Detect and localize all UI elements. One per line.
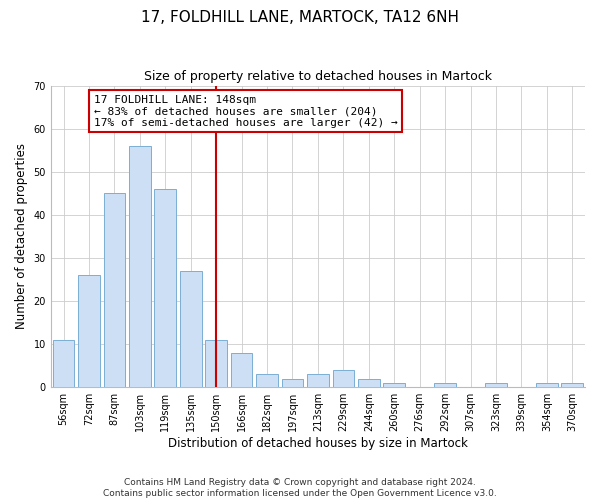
Bar	[104, 194, 125, 387]
Bar	[281, 378, 303, 387]
Text: Contains HM Land Registry data © Crown copyright and database right 2024.
Contai: Contains HM Land Registry data © Crown c…	[103, 478, 497, 498]
Bar	[256, 374, 278, 387]
Bar	[383, 383, 405, 387]
X-axis label: Distribution of detached houses by size in Martock: Distribution of detached houses by size …	[168, 437, 468, 450]
Text: 17 FOLDHILL LANE: 148sqm
← 83% of detached houses are smaller (204)
17% of semi-: 17 FOLDHILL LANE: 148sqm ← 83% of detach…	[94, 94, 397, 128]
Bar	[180, 271, 202, 387]
Bar	[434, 383, 456, 387]
Y-axis label: Number of detached properties: Number of detached properties	[15, 144, 28, 330]
Bar	[307, 374, 329, 387]
Title: Size of property relative to detached houses in Martock: Size of property relative to detached ho…	[144, 70, 492, 83]
Bar	[358, 378, 380, 387]
Bar	[231, 352, 253, 387]
Text: 17, FOLDHILL LANE, MARTOCK, TA12 6NH: 17, FOLDHILL LANE, MARTOCK, TA12 6NH	[141, 10, 459, 25]
Bar	[53, 340, 74, 387]
Bar	[332, 370, 354, 387]
Bar	[536, 383, 557, 387]
Bar	[485, 383, 507, 387]
Bar	[129, 146, 151, 387]
Bar	[154, 189, 176, 387]
Bar	[205, 340, 227, 387]
Bar	[562, 383, 583, 387]
Bar	[78, 275, 100, 387]
